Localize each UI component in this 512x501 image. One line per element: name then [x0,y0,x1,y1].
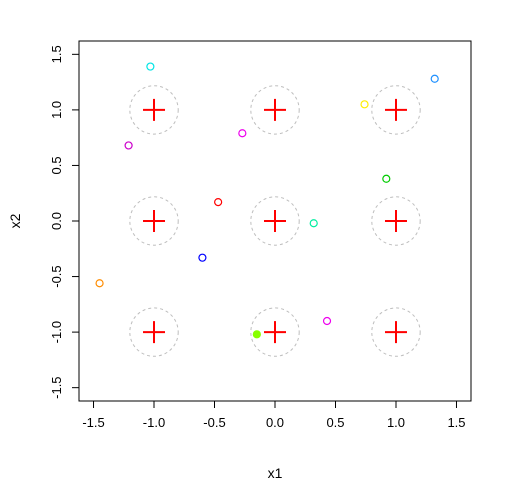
y-tick-label: 0.0 [49,212,64,230]
x-tick-label: 0.0 [266,415,284,430]
y-tick-label: 0.5 [49,156,64,174]
center-plus-marker [143,321,166,344]
x-axis-label: x1 [268,465,283,481]
data-point [214,198,223,207]
center-plus-marker [384,98,407,121]
data-point [252,330,261,339]
center-circle [371,307,421,357]
x-tick-label: 1.5 [447,415,465,430]
data-point [146,62,155,71]
center-plus-marker [264,210,286,232]
center-plus-marker [143,210,166,232]
center-plus-marker [264,321,286,344]
y-axis-label: x2 [7,213,23,228]
center-circle [371,196,421,246]
data-point [322,316,332,326]
data-point [382,174,391,183]
y-tick-label: 1.0 [49,101,64,119]
center-circle [250,307,300,357]
data-point [124,141,133,150]
y-tick-label: -0.5 [49,265,64,287]
center-circle [250,196,300,246]
center-plus-marker [143,98,166,121]
y-tick-label: 1.5 [49,45,64,63]
center-circle [371,85,421,135]
center-circle [250,85,300,135]
center-circle [129,307,179,357]
center-plus-marker [264,98,286,121]
y-tick-label: -1.5 [49,376,64,398]
center-plus-marker [384,321,407,344]
x-tick-label: -0.5 [203,415,225,430]
x-tick-label: -1.5 [82,415,104,430]
x-tick-label: 0.5 [326,415,344,430]
x-tick-label: 1.0 [387,415,405,430]
data-point [430,74,439,83]
y-tick-label: -1.0 [49,321,64,343]
center-plus-marker [384,210,407,232]
center-circle [129,196,179,246]
center-circle [129,85,179,135]
data-point [95,279,104,288]
data-point [238,129,247,138]
x-tick-label: -1.0 [143,415,165,430]
data-point [309,219,318,228]
data-point [198,253,207,262]
plot-marks [95,62,439,357]
axes: -1.5 -1.0 -0.5 0.0 0.5 1.0 1.5 -1.5 -1.0 -0.5 0.0 0… [49,45,466,430]
data-point [360,100,369,109]
